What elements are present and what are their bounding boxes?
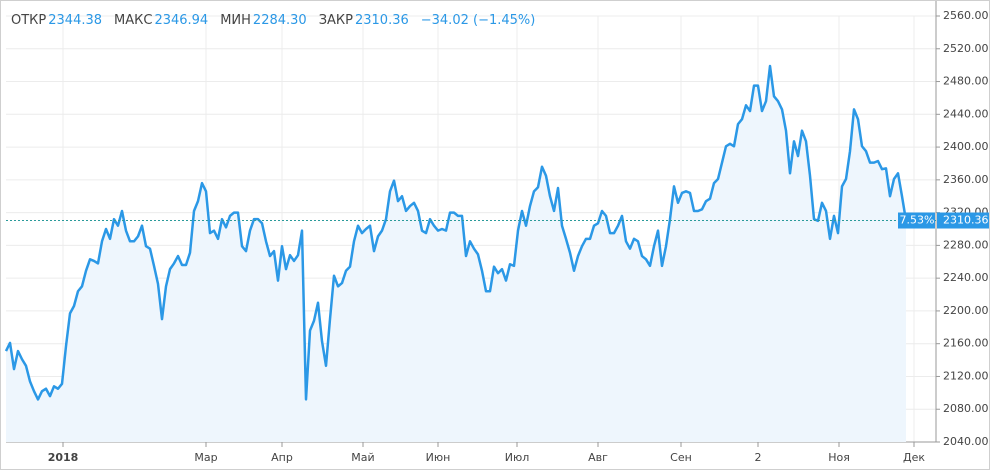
label: ОТКР <box>11 13 47 28</box>
y-tick-label: 2160.00 <box>943 337 989 350</box>
high: МАКС 2346.94 <box>114 13 208 28</box>
y-tick-label: 2520.00 <box>943 42 989 55</box>
change-label: 7.53% <box>900 214 935 227</box>
y-tick-label: 2280.00 <box>943 238 989 251</box>
label: МИН <box>220 13 251 28</box>
x-tick-label: Май <box>351 451 374 464</box>
label: МАКС <box>114 13 153 28</box>
x-tick-label: Сен <box>670 451 692 464</box>
x-tick-label: Мар <box>194 451 217 464</box>
value: 2346.94 <box>154 13 209 28</box>
value: 2344.38 <box>48 13 103 28</box>
x-tick-label: 2 <box>755 451 762 464</box>
value: 2310.36 <box>354 13 409 28</box>
close: ЗАКР 2310.36 <box>319 13 409 28</box>
label: ЗАКР <box>318 13 353 28</box>
ohlc-header: ОТКР 2344.38 МАКС 2346.94 МИН 2284.30 ЗАКР 2… <box>11 13 535 28</box>
area <box>6 65 906 442</box>
change: −34.02 (−1.45%) <box>420 13 536 28</box>
change-box <box>898 212 935 229</box>
x-tick-label: Авг <box>588 451 608 464</box>
y-tick-label: 2040.00 <box>943 435 989 448</box>
y-tick-label: 2120.00 <box>943 369 989 382</box>
y-tick-label: 2440.00 <box>943 107 989 120</box>
y-tick-label: 2080.00 <box>943 402 989 415</box>
x-tick-label: Ноя <box>828 451 850 464</box>
y-tick-label: 2480.00 <box>943 75 989 88</box>
last-price-box <box>937 212 989 229</box>
x-tick-label: Апр <box>271 451 293 464</box>
price-line <box>4 64 908 401</box>
value: 2284.30 <box>252 13 307 28</box>
y-tick-label: 2400.00 <box>943 140 989 153</box>
y-tick-label: 2240.00 <box>943 271 989 284</box>
x-tick-label: 2018 <box>48 451 79 464</box>
y-tick-label: 2360.00 <box>943 173 989 186</box>
y-tick-label: 2200.00 <box>943 304 989 317</box>
last-price-label: 2310.36 <box>943 214 989 227</box>
x-tick-label: Дек <box>903 451 925 464</box>
y-tick-label: 2560.00 <box>943 9 989 22</box>
open: ОТКР 2344.38 <box>11 13 102 28</box>
x-tick-label: Июн <box>426 451 451 464</box>
x-tick-label: Июл <box>505 451 530 464</box>
low: МИН 2284.30 <box>220 13 306 28</box>
